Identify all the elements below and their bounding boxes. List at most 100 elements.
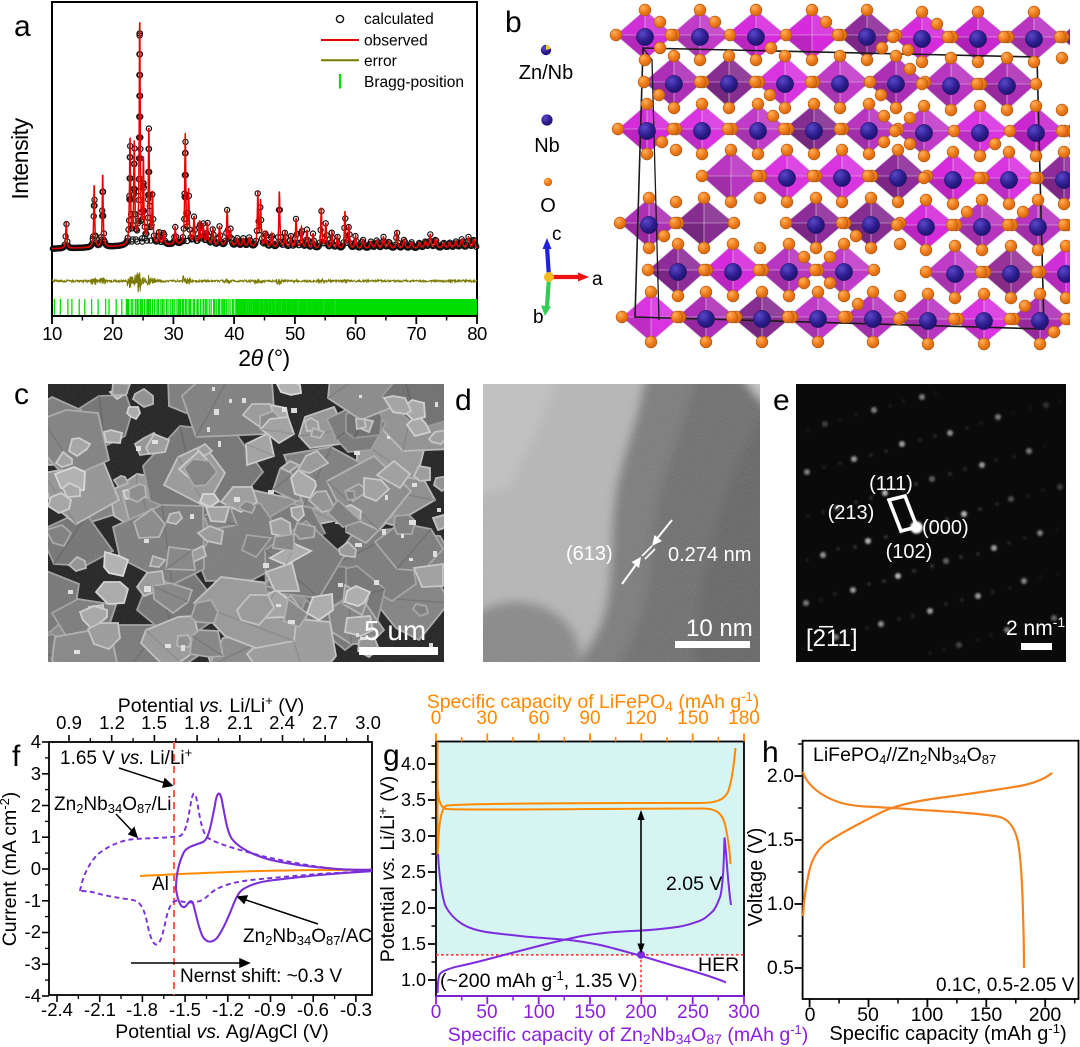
svg-text:30: 30 bbox=[476, 708, 497, 729]
svg-text:80: 80 bbox=[467, 323, 487, 344]
svg-text:2.4: 2.4 bbox=[269, 712, 295, 733]
svg-text:2.5: 2.5 bbox=[401, 862, 426, 882]
svg-text:Specific capacity of LiFePO4 (: Specific capacity of LiFePO4 (mAh g-1) bbox=[427, 689, 760, 715]
svg-text:30: 30 bbox=[164, 323, 184, 344]
svg-text:Al: Al bbox=[152, 874, 169, 895]
svg-text:Zn2Nb34O87/Li: Zn2Nb34O87/Li bbox=[54, 794, 172, 816]
svg-text:-1.5: -1.5 bbox=[169, 999, 201, 1020]
svg-text:h: h bbox=[762, 736, 779, 769]
svg-text:[2̅11]: [2̅11] bbox=[806, 625, 858, 652]
svg-text:200: 200 bbox=[625, 1002, 657, 1023]
svg-text:Nb: Nb bbox=[534, 135, 560, 157]
svg-text:Potential vs. Ag/AgCl (V): Potential vs. Ag/AgCl (V) bbox=[115, 1021, 329, 1043]
svg-text:Specific capacity (mAh g-1): Specific capacity (mAh g-1) bbox=[829, 1021, 1066, 1046]
svg-text:-2.4: -2.4 bbox=[41, 999, 73, 1020]
svg-text:100: 100 bbox=[523, 1002, 555, 1023]
svg-text:50: 50 bbox=[285, 323, 305, 344]
svg-text:20: 20 bbox=[103, 323, 123, 344]
svg-text:1: 1 bbox=[31, 826, 41, 847]
svg-text:2.1: 2.1 bbox=[227, 712, 253, 733]
svg-text:4.0: 4.0 bbox=[401, 754, 426, 774]
svg-text:250: 250 bbox=[677, 1002, 709, 1023]
svg-text:Zn2Nb34O87/AC: Zn2Nb34O87/AC bbox=[243, 926, 372, 948]
svg-text:-0.9: -0.9 bbox=[254, 999, 286, 1020]
svg-text:calculated: calculated bbox=[364, 11, 434, 28]
svg-text:(111): (111) bbox=[869, 473, 913, 495]
svg-text:Bragg-position: Bragg-position bbox=[364, 74, 464, 91]
svg-text:60: 60 bbox=[346, 323, 366, 344]
svg-text:2.05 V: 2.05 V bbox=[666, 873, 722, 895]
svg-text:-3: -3 bbox=[25, 953, 41, 974]
svg-text:0.9: 0.9 bbox=[56, 712, 82, 733]
svg-text:Nernst shift: ~0.3 V: Nernst shift: ~0.3 V bbox=[180, 966, 342, 987]
svg-text:2.0: 2.0 bbox=[401, 898, 426, 918]
svg-text:90: 90 bbox=[579, 708, 600, 729]
svg-text:(613): (613) bbox=[566, 543, 613, 565]
svg-text:c: c bbox=[552, 224, 562, 245]
svg-text:2θ (°): 2θ (°) bbox=[238, 345, 289, 371]
svg-text:-4: -4 bbox=[25, 985, 41, 1006]
svg-text:1.2: 1.2 bbox=[99, 712, 125, 733]
svg-text:0: 0 bbox=[805, 1004, 816, 1026]
svg-text:Potential vs. Li/Li+ (V): Potential vs. Li/Li+ (V) bbox=[375, 776, 400, 962]
svg-text:d: d bbox=[455, 384, 472, 417]
svg-text:0: 0 bbox=[431, 708, 442, 729]
svg-text:200: 200 bbox=[1029, 1004, 1062, 1026]
svg-text:HER: HER bbox=[698, 954, 739, 976]
svg-text:g: g bbox=[383, 739, 400, 772]
svg-text:3.0: 3.0 bbox=[355, 712, 381, 733]
svg-text:4: 4 bbox=[31, 731, 41, 752]
svg-text:70: 70 bbox=[407, 323, 427, 344]
svg-text:(000): (000) bbox=[922, 517, 969, 539]
svg-text:Specific capacity of Zn2Nb34O8: Specific capacity of Zn2Nb34O87 (mAh g-1… bbox=[448, 1022, 809, 1047]
svg-text:5 um: 5 um bbox=[364, 615, 426, 646]
svg-text:-1: -1 bbox=[25, 890, 41, 911]
svg-text:1.0: 1.0 bbox=[767, 893, 794, 915]
svg-text:2.0: 2.0 bbox=[767, 765, 794, 787]
svg-text:300: 300 bbox=[728, 1002, 760, 1023]
svg-text:40: 40 bbox=[224, 323, 244, 344]
svg-text:Intensity: Intensity bbox=[7, 117, 33, 199]
svg-text:2: 2 bbox=[31, 795, 41, 816]
svg-text:Voltage (V): Voltage (V) bbox=[745, 828, 767, 927]
svg-text:1.5: 1.5 bbox=[767, 829, 794, 851]
svg-text:-1.8: -1.8 bbox=[126, 999, 158, 1020]
svg-text:a: a bbox=[14, 10, 31, 43]
svg-text:10: 10 bbox=[42, 323, 62, 344]
svg-text:120: 120 bbox=[625, 708, 657, 729]
svg-text:0: 0 bbox=[431, 1002, 442, 1023]
svg-text:Zn/Nb: Zn/Nb bbox=[519, 62, 573, 84]
svg-text:150: 150 bbox=[970, 1004, 1003, 1026]
svg-text:10 nm: 10 nm bbox=[686, 615, 753, 642]
svg-text:1.8: 1.8 bbox=[184, 712, 210, 733]
svg-text:a: a bbox=[592, 269, 603, 290]
svg-text:(102): (102) bbox=[886, 541, 933, 563]
svg-text:3: 3 bbox=[31, 763, 41, 784]
svg-text:0.1C, 0.5-2.05 V: 0.1C, 0.5-2.05 V bbox=[936, 975, 1075, 996]
svg-text:150: 150 bbox=[574, 1002, 606, 1023]
svg-text:100: 100 bbox=[911, 1004, 944, 1026]
svg-text:1.65 V vs. Li/Li+: 1.65 V vs. Li/Li+ bbox=[60, 745, 192, 770]
svg-text:e: e bbox=[773, 384, 790, 417]
svg-text:-1.2: -1.2 bbox=[212, 999, 244, 1020]
svg-text:c: c bbox=[14, 378, 29, 411]
svg-text:-2: -2 bbox=[25, 921, 41, 942]
svg-text:O: O bbox=[540, 195, 556, 217]
svg-text:2.7: 2.7 bbox=[312, 712, 338, 733]
svg-text:f: f bbox=[12, 740, 21, 773]
svg-text:b: b bbox=[505, 6, 522, 39]
svg-text:3.0: 3.0 bbox=[401, 826, 426, 846]
svg-text:0.274 nm: 0.274 nm bbox=[668, 544, 751, 566]
svg-text:1.5: 1.5 bbox=[141, 712, 167, 733]
svg-text:60: 60 bbox=[528, 708, 549, 729]
svg-text:Current (mA cm-2): Current (mA cm-2) bbox=[0, 792, 21, 947]
svg-text:50: 50 bbox=[476, 1002, 497, 1023]
svg-text:180: 180 bbox=[728, 708, 760, 729]
svg-text:b: b bbox=[533, 307, 544, 328]
svg-text:3.5: 3.5 bbox=[401, 790, 426, 810]
svg-text:observed: observed bbox=[364, 32, 428, 49]
svg-text:(~200 mAh g-1, 1.35 V): (~200 mAh g-1, 1.35 V) bbox=[440, 968, 637, 993]
svg-text:0: 0 bbox=[31, 858, 41, 879]
svg-text:-2.1: -2.1 bbox=[84, 999, 116, 1020]
svg-text:1.0: 1.0 bbox=[401, 970, 426, 990]
